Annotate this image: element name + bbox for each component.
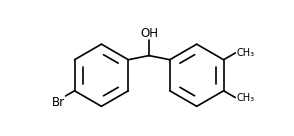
Text: CH₃: CH₃ (236, 48, 254, 58)
Text: Br: Br (51, 96, 65, 109)
Text: OH: OH (140, 27, 158, 40)
Text: CH₃: CH₃ (236, 92, 254, 103)
